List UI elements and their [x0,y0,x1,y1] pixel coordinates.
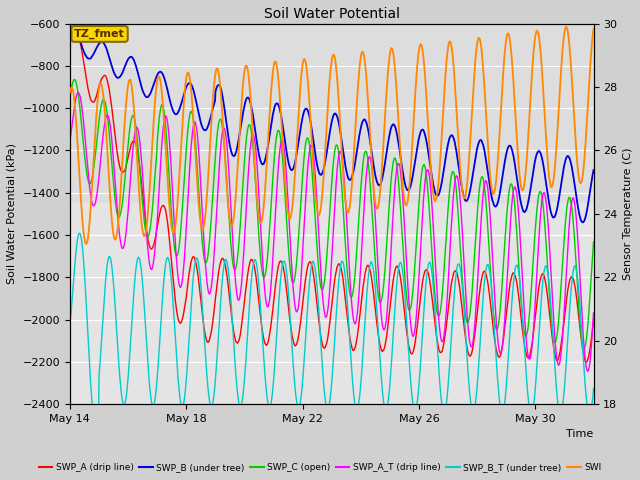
Title: Soil Water Potential: Soil Water Potential [264,7,400,21]
Y-axis label: Sensor Temperature (C): Sensor Temperature (C) [623,147,633,280]
Y-axis label: Soil Water Potential (kPa): Soil Water Potential (kPa) [7,144,17,284]
Bar [70,24,593,203]
X-axis label: Time: Time [566,430,593,440]
Legend: SWP_A (drip line), SWP_B (under tree), SWP_C (open), SWP_A_T (drip line), SWP_B_: SWP_A (drip line), SWP_B (under tree), S… [35,459,605,476]
Text: TZ_fmet: TZ_fmet [74,29,125,39]
